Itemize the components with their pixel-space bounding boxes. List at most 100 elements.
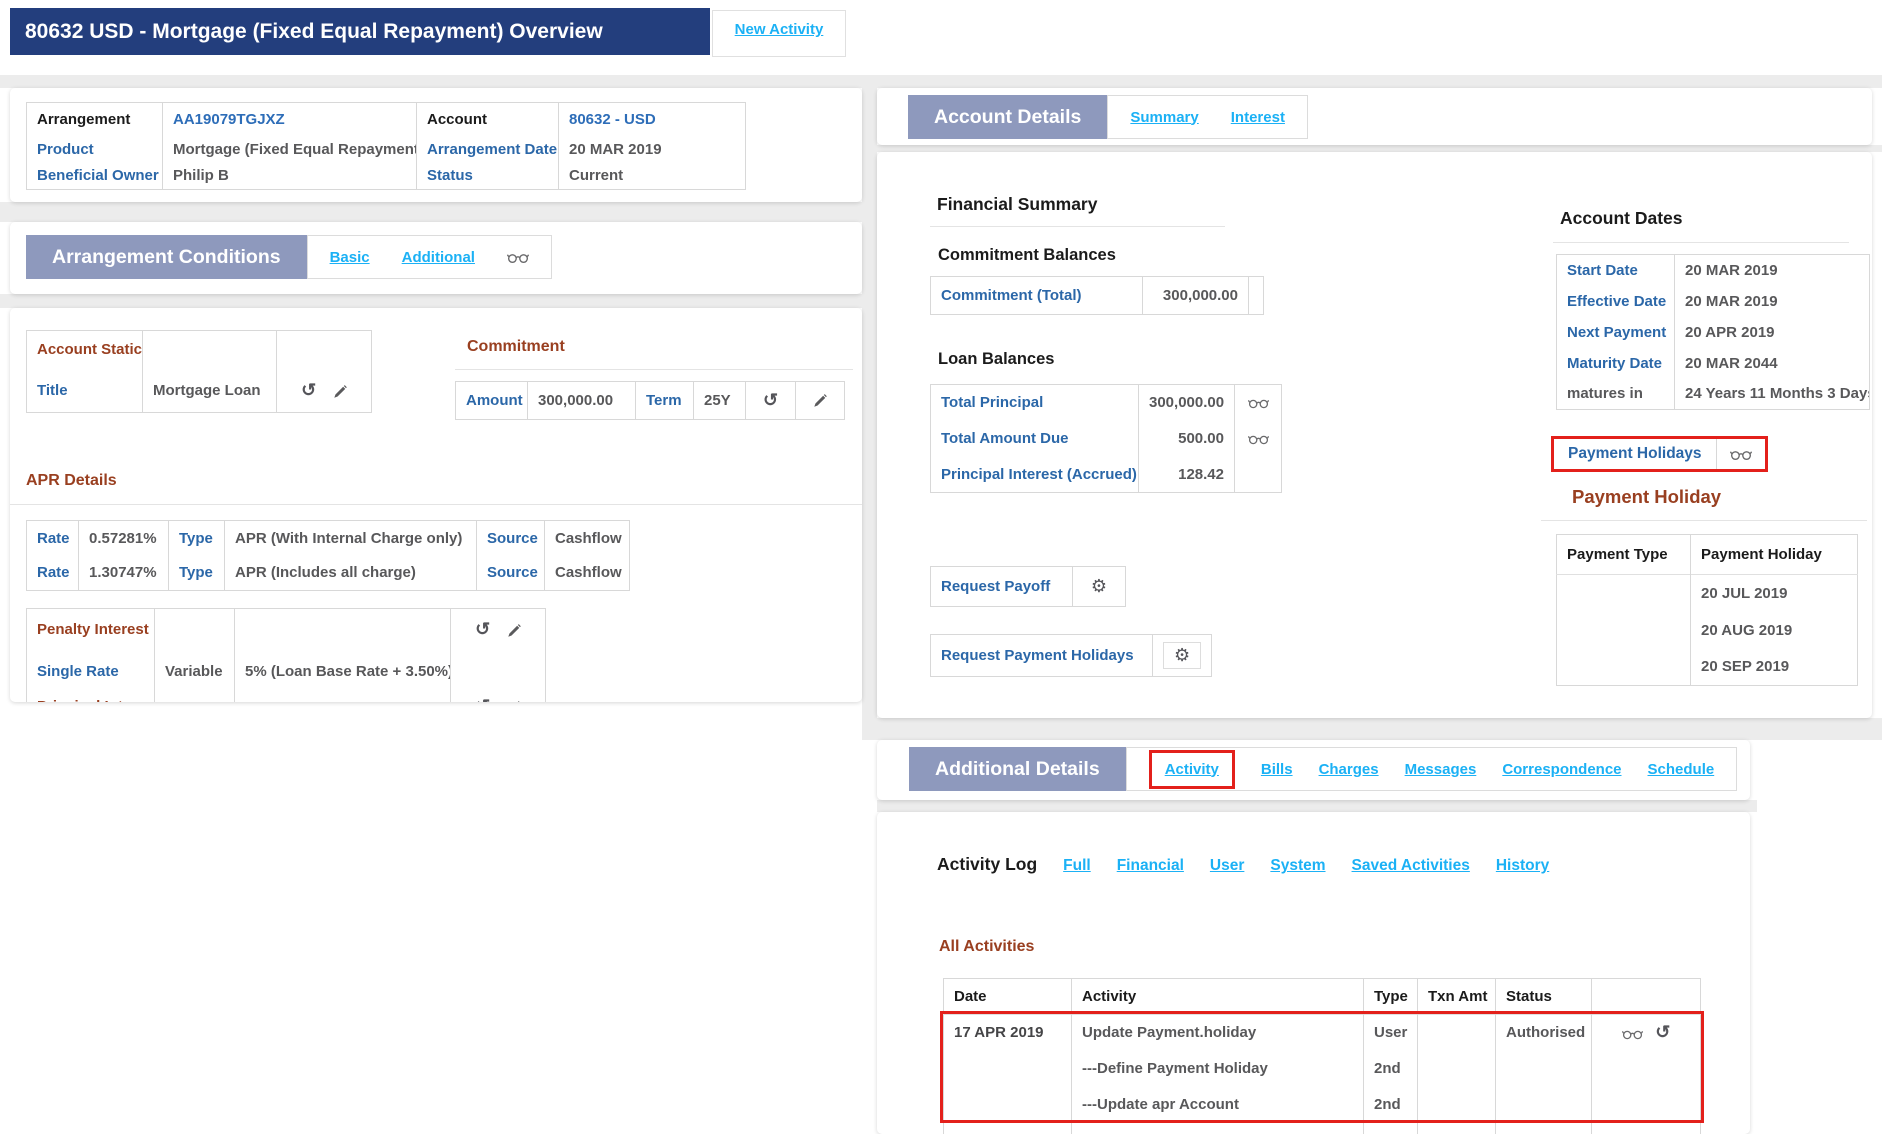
empty-cell (1495, 1122, 1592, 1134)
title-label: Title (37, 381, 68, 399)
account-dates-table: Start Date 20 MAR 2019 Effective Date 20… (1556, 254, 1870, 410)
tab-additional[interactable]: Additional (401, 248, 475, 266)
payment-holiday-title: Payment Holiday (1572, 486, 1722, 507)
title-value: Mortgage Loan (142, 368, 277, 413)
divider (877, 145, 1882, 152)
refresh-icon[interactable]: ↺ (475, 696, 490, 703)
view-icon[interactable] (1247, 433, 1269, 445)
filter-user[interactable]: User (1209, 857, 1245, 874)
divider (0, 294, 862, 308)
tab-basic[interactable]: Basic (329, 248, 370, 266)
total-principal-value: 300,000.00 (1138, 384, 1235, 421)
payment-holidays-link[interactable]: Payment Holidays (1568, 445, 1702, 462)
additional-details-tabs: Activity Bills Charges Messages Correspo… (1125, 747, 1738, 791)
refresh-icon[interactable]: ↺ (762, 390, 779, 410)
principal-interest-accrued-label: Principal Interest (Accrued) (941, 465, 1137, 483)
table-row: matures in 24 Years 11 Months 3 Days (1557, 378, 1870, 410)
tab-bills[interactable]: Bills (1260, 760, 1293, 778)
tab-activity[interactable]: Activity (1164, 760, 1219, 778)
empty-cell (1248, 276, 1264, 315)
view-icon[interactable] (1247, 397, 1269, 409)
pencil-icon[interactable] (813, 394, 827, 408)
table-row: Principal Interest (Accrued) 128.42 (931, 456, 1282, 493)
arrangement-date-label: Arrangement Date (416, 135, 559, 163)
table-row: 20 JUL 2019 (1557, 574, 1858, 612)
empty-cell (1557, 575, 1691, 612)
effective-date-value: 20 MAR 2019 (1674, 285, 1870, 317)
tab-summary[interactable]: Summary (1130, 108, 1199, 126)
account-id-link[interactable]: 80632 - USD (558, 102, 746, 136)
maturity-date-value: 20 MAR 2044 (1674, 347, 1870, 379)
filter-full[interactable]: Full (1063, 857, 1091, 874)
empty-cell (1234, 456, 1282, 493)
tab-schedule[interactable]: Schedule (1647, 760, 1715, 778)
divider (455, 369, 853, 370)
tab-correspondence[interactable]: Correspondence (1502, 760, 1622, 778)
gear-button[interactable]: ⚙ (1163, 642, 1202, 669)
penalty-interest-title: Penalty Interest (37, 621, 149, 639)
view-icon[interactable] (506, 251, 529, 264)
arrangement-date-value: 20 MAR 2019 (558, 135, 746, 163)
col-date: Date (954, 988, 987, 1005)
additional-details-card: Additional Details Activity Bills Charge… (877, 740, 1750, 800)
payment-holiday-header: Payment Holiday (1690, 534, 1858, 575)
pencil-icon[interactable] (507, 624, 521, 638)
arrangement-id-link[interactable]: AA19079TGJXZ (162, 102, 417, 136)
empty-cell (944, 1051, 1072, 1087)
table-row: Title Mortgage Loan ↺ (27, 368, 372, 413)
refresh-icon[interactable]: ↺ (1655, 1022, 1671, 1043)
tab-interest[interactable]: Interest (1230, 108, 1285, 126)
filter-history[interactable]: History (1495, 857, 1550, 874)
tab-messages[interactable]: Messages (1404, 760, 1477, 778)
new-activity-link[interactable]: New Activity (734, 21, 824, 38)
empty-cell (1495, 1086, 1592, 1123)
view-cell (1234, 420, 1282, 457)
payment-holidays-highlight: Payment Holidays (1551, 436, 1768, 472)
empty-cell (234, 692, 451, 702)
empty-cell (1363, 1122, 1418, 1134)
request-payment-holidays-button[interactable]: Request Payment Holidays (941, 647, 1134, 664)
refresh-icon[interactable]: ↺ (301, 379, 317, 400)
new-activity-button[interactable]: New Activity (712, 10, 846, 57)
view-icon[interactable] (1729, 448, 1752, 461)
pencil-icon[interactable] (507, 700, 521, 702)
col-actions (1591, 978, 1701, 1015)
edit-cell (795, 381, 845, 420)
rate-label: Rate (37, 564, 70, 582)
divider (0, 202, 862, 222)
view-icon[interactable] (1621, 1028, 1643, 1040)
empty-cell (944, 1123, 1072, 1134)
table-row: Total Amount Due 500.00 (931, 420, 1282, 457)
table-row: Start Date 20 MAR 2019 (1557, 254, 1870, 286)
action-cell: ⚙ (1072, 566, 1126, 607)
gear-icon[interactable]: ⚙ (1090, 576, 1108, 596)
divider (1553, 242, 1849, 243)
source-label: Source (476, 520, 545, 556)
principal-interest-accrued-value: 128.42 (1138, 456, 1235, 493)
start-date-value: 20 MAR 2019 (1674, 254, 1870, 286)
filter-financial[interactable]: Financial (1116, 857, 1184, 874)
conditions-detail-card: Account Static Title Mortgage Loan ↺ Com… (10, 308, 862, 702)
table-row: Next Payment 20 APR 2019 (1557, 316, 1870, 348)
tab-charges[interactable]: Charges (1318, 760, 1379, 778)
all-activities-title: All Activities (939, 938, 1035, 955)
refresh-cell: ↺ (745, 381, 796, 420)
filter-saved-activities[interactable]: Saved Activities (1351, 857, 1470, 874)
filter-system[interactable]: System (1270, 857, 1326, 874)
row-actions: ↺ (450, 608, 546, 651)
refresh-icon[interactable]: ↺ (475, 619, 491, 640)
effective-date-label: Effective Date (1567, 292, 1667, 310)
account-details-header: Account Details (908, 95, 1108, 139)
arrangement-conditions-tabs: Basic Additional (306, 235, 552, 279)
request-payoff-button[interactable]: Request Payoff (941, 578, 1051, 595)
gear-icon[interactable]: ⚙ (1174, 645, 1191, 665)
pencil-icon[interactable] (333, 384, 347, 399)
type-label: Type (168, 555, 225, 591)
commitment-table: Amount 300,000.00 Term 25Y ↺ (455, 381, 845, 420)
table-row: Request Payoff ⚙ (931, 566, 1126, 607)
empty-cell (1591, 1122, 1701, 1134)
loan-balances-title: Loan Balances (938, 350, 1055, 368)
account-dates-title: Account Dates (1560, 208, 1683, 228)
divider (1541, 520, 1867, 521)
rate-value: 0.57281% (78, 520, 169, 556)
